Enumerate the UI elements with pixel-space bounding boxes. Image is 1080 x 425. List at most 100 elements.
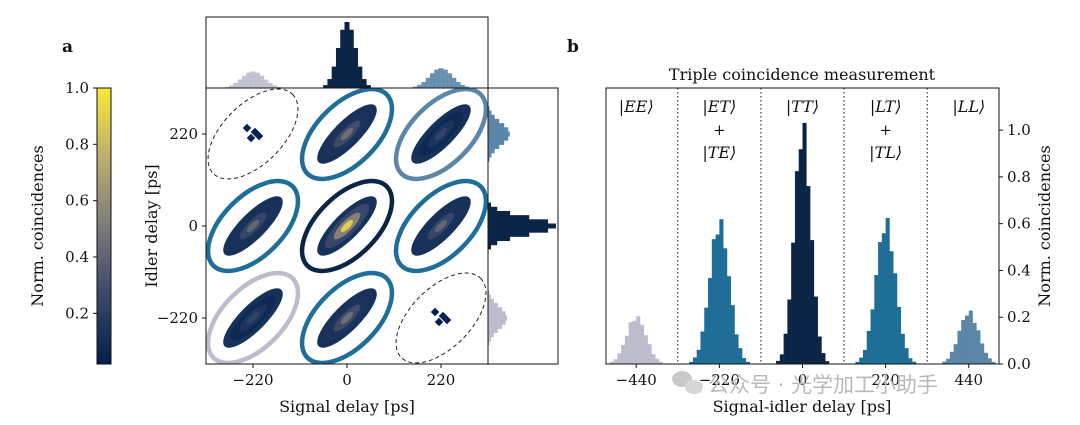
signal-marginal-bar — [331, 66, 337, 88]
cluster-density — [434, 127, 448, 141]
idler-marginal-bar — [488, 302, 498, 308]
histogram-bar-ET — [711, 239, 716, 364]
histogram-bar-EE — [651, 354, 656, 364]
histogram-bar-LT — [866, 330, 871, 364]
signal-marginal-bar — [442, 69, 448, 88]
state-label-TT: |TT⟩ — [786, 97, 819, 116]
signal-marginal-bar — [254, 72, 260, 88]
cluster-ring — [299, 88, 395, 182]
histogram-bar-LL — [964, 315, 970, 364]
colorbar-gradient — [96, 87, 112, 365]
histogram-bar-LT — [900, 333, 905, 364]
signal-marginal-bar — [425, 77, 431, 88]
idler-marginal-bar — [488, 307, 503, 313]
idler-marginal-bar — [488, 236, 511, 242]
histogram-xtick-label: 440 — [954, 371, 983, 389]
idler-marginal-bar — [488, 315, 508, 321]
signal-marginal-bar — [335, 47, 341, 88]
histogram-state-labels: |EE⟩ |ET⟩ + |TE⟩ |TT⟩ |LT⟩ + |TL⟩ |LL⟩ — [619, 97, 985, 162]
histogram-bar-EE — [643, 335, 648, 364]
panel-label-b: b — [567, 37, 579, 57]
histogram-bar-TT — [817, 336, 822, 364]
histogram-bar-LT — [885, 217, 890, 364]
idler-marginal-bar — [488, 340, 490, 346]
signal-marginal-bar — [327, 79, 333, 88]
signal-marginal-bar — [237, 79, 243, 88]
colorbar-tick-label: 1.0 — [65, 79, 89, 97]
idler-marginal-bar — [488, 290, 490, 296]
histogram-ytick-label: 1.0 — [1007, 121, 1031, 139]
signal-marginal-bar — [412, 86, 418, 88]
histogram-bar-ET — [742, 358, 747, 364]
histogram-ylabel: Norm. coincidences — [1035, 145, 1054, 306]
signal-marginal-bar — [323, 85, 329, 88]
heatmap-ytick-label: 0 — [188, 217, 198, 235]
cluster-pixel — [246, 133, 256, 143]
histogram-bar-LL — [968, 310, 973, 364]
histogram-bar-ET — [745, 361, 750, 364]
histogram-xtick-label: 0 — [798, 371, 808, 389]
idler-marginal-bar — [488, 139, 505, 145]
histogram-bar-LT — [881, 233, 886, 364]
signal-marginal-bar — [229, 85, 235, 88]
histogram-bar-ET — [696, 349, 701, 364]
heatmap-panel: −220 0 220 −220 0 220 Signal delay [ps] Idler… — [142, 87, 489, 416]
heatmap-ytick-label: 220 — [169, 125, 198, 143]
idler-marginal-bar — [488, 215, 530, 221]
signal-marginal-bar — [348, 29, 354, 89]
idler-marginal-bar — [488, 148, 495, 154]
signal-marginal-bar — [464, 86, 470, 88]
idler-marginal-bar — [488, 223, 556, 229]
signal-marginal-bars — [224, 22, 470, 89]
histogram-bar-LT — [904, 348, 909, 364]
cluster-pixel — [442, 315, 452, 325]
histogram-bar-EE — [655, 358, 660, 364]
histogram-bar-EE — [613, 359, 618, 364]
histogram-ytick-label: 0.8 — [1007, 168, 1031, 186]
histogram-bar-ET — [734, 334, 739, 364]
state-label-LL: |LL⟩ — [952, 97, 985, 116]
idler-marginal-bar — [488, 144, 500, 150]
signal-marginal-bar — [434, 69, 440, 88]
histogram-bar-ET — [708, 277, 713, 364]
signal-marginal-bar — [259, 75, 265, 88]
histogram-bar-TT — [779, 354, 784, 364]
histogram-bar-LL — [987, 358, 992, 364]
signal-marginal-bar — [246, 72, 252, 88]
histogram-ytick-label: 0.2 — [1007, 308, 1031, 326]
idler-marginal-bar — [488, 244, 491, 250]
histogram-bar-TT — [821, 353, 826, 364]
histogram-bar-LT — [908, 358, 913, 364]
histogram-bar-TT — [802, 122, 807, 364]
watermark: 公众号 · 光学加工小助手 — [672, 371, 938, 397]
histogram-bar-TT — [810, 240, 815, 364]
histogram-ytick-label: 0.6 — [1007, 215, 1031, 233]
histogram-panel: Triple coincidence measurement |EE⟩ |ET⟩ +… — [605, 65, 1054, 416]
histogram-bar-TT — [813, 296, 818, 364]
colorbar-tick-label: 0.4 — [65, 248, 89, 266]
histogram-bar-LL — [972, 322, 977, 364]
histogram-bar-TT — [787, 299, 792, 364]
colorbar-label: Norm. coincidences — [28, 145, 47, 306]
cluster-ring — [299, 270, 395, 364]
idler-marginal-bar — [488, 131, 510, 137]
histogram-bar-LL — [953, 344, 958, 364]
histogram-bar-ET — [738, 348, 743, 364]
histogram-bar-LT — [912, 361, 917, 364]
heatmap-xlabel: Signal delay [ps] — [279, 397, 415, 416]
signal-marginal-bar — [459, 84, 465, 88]
histogram-bar-TT — [806, 186, 811, 364]
signal-marginal-bar — [340, 29, 346, 89]
cluster-density — [246, 219, 260, 233]
idler-marginal-bar — [488, 206, 498, 212]
cluster-pixel — [242, 123, 252, 133]
cluster-pixel — [430, 307, 440, 317]
histogram-bar-LL — [991, 361, 996, 364]
histogram-xtick-label: 220 — [871, 371, 900, 389]
histogram-bar-LL — [949, 351, 954, 364]
histogram-bar-EE — [628, 322, 633, 364]
idler-marginal-bar — [488, 294, 491, 300]
histogram-ytick-label: 0.4 — [1007, 261, 1031, 279]
histogram-bar-EE — [609, 361, 614, 364]
signal-marginal-bar — [353, 47, 359, 88]
